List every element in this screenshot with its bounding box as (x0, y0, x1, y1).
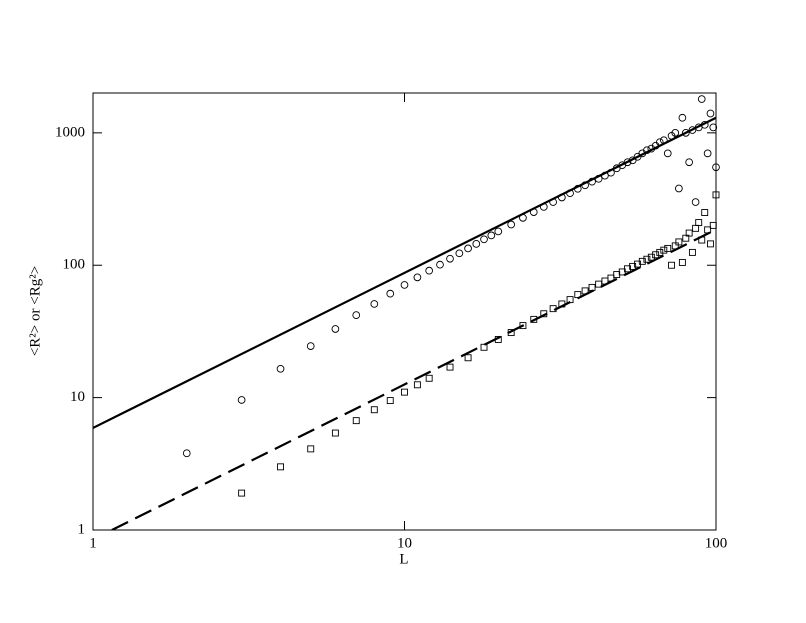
point (671, 129, 680, 137)
point (464, 354, 472, 362)
fit-line (93, 116, 716, 429)
point (352, 417, 360, 425)
point (480, 235, 488, 244)
point (681, 129, 690, 137)
point (436, 260, 444, 269)
point (629, 262, 637, 270)
point (695, 219, 703, 227)
point (709, 123, 718, 132)
point (712, 191, 720, 199)
point (678, 258, 686, 266)
point (623, 158, 632, 167)
point (675, 184, 683, 193)
point (652, 251, 660, 259)
point (647, 253, 655, 261)
point (712, 163, 720, 172)
point (386, 397, 394, 405)
plot-frame (92, 92, 717, 531)
point (276, 364, 285, 373)
x-axis-label: L (399, 551, 408, 567)
point (656, 248, 664, 256)
point (487, 231, 496, 240)
point (277, 463, 284, 471)
point (446, 254, 454, 263)
point (660, 246, 668, 254)
point (237, 396, 246, 404)
point (678, 113, 687, 122)
point (370, 406, 378, 414)
point (425, 374, 433, 382)
y-tick-label: 100 (63, 257, 86, 273)
point (691, 198, 700, 206)
point (413, 381, 421, 389)
point (182, 449, 191, 458)
point (703, 149, 712, 158)
point (446, 363, 454, 371)
point (624, 265, 631, 273)
point (685, 229, 693, 237)
point (331, 429, 339, 437)
point (306, 342, 315, 350)
point (675, 238, 683, 246)
point (709, 221, 717, 229)
point (472, 240, 481, 248)
y-axis-label: <R²> or <Rg²> (27, 266, 43, 356)
point (370, 300, 379, 308)
point (352, 311, 361, 319)
point (386, 289, 395, 298)
point (697, 95, 706, 103)
point (688, 248, 696, 256)
point (685, 158, 694, 167)
x-tick-label: 1 (89, 535, 97, 551)
point (701, 209, 709, 217)
point (413, 273, 422, 282)
point (238, 489, 246, 497)
y-tick-label: 1000 (55, 124, 85, 140)
point (638, 257, 646, 265)
point (692, 224, 700, 232)
x-tick-label: 10 (397, 535, 412, 551)
x-tick-label: 100 (705, 535, 728, 551)
point (663, 149, 672, 158)
point (706, 109, 715, 118)
point (643, 255, 651, 263)
point (588, 283, 596, 291)
point (519, 322, 527, 330)
point (331, 325, 340, 333)
point (494, 227, 503, 236)
y-tick-label: 1 (78, 521, 86, 537)
point (507, 220, 516, 229)
point (464, 244, 472, 253)
y-tick-label: 10 (70, 389, 85, 405)
point (401, 388, 408, 396)
point (455, 249, 464, 258)
point (480, 343, 488, 351)
point (707, 240, 714, 248)
point (400, 281, 409, 289)
fit-line (111, 228, 716, 530)
point (664, 244, 672, 252)
point (668, 261, 676, 269)
point (425, 266, 434, 275)
point (307, 445, 315, 453)
